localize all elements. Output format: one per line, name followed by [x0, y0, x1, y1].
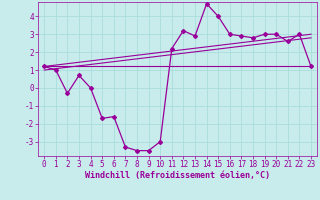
- X-axis label: Windchill (Refroidissement éolien,°C): Windchill (Refroidissement éolien,°C): [85, 171, 270, 180]
